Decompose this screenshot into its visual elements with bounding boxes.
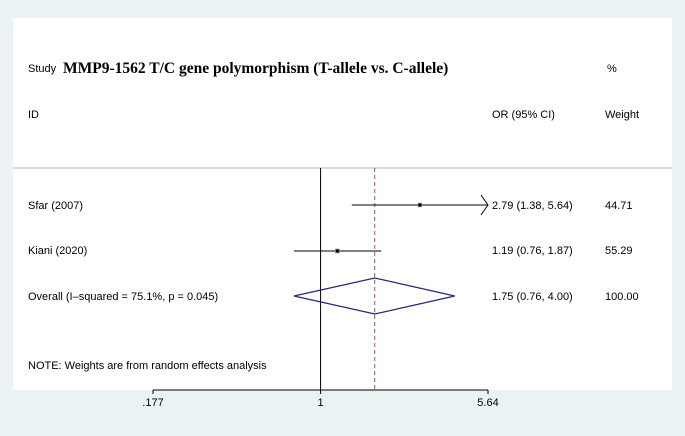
ci-arrow-0 xyxy=(480,194,489,216)
plot-panel xyxy=(13,18,672,390)
study-column-header: Study xyxy=(28,63,57,75)
overall-ci: 1.75 (0.76, 4.00) xyxy=(492,291,573,303)
id-column-header: ID xyxy=(28,109,39,121)
or-ci-header: OR (95% CI) xyxy=(492,109,555,121)
overall-weight: 100.00 xyxy=(605,291,639,303)
study-ci-sfar: 2.79 (1.38, 5.64) xyxy=(492,200,573,212)
study-label-sfar: Sfar (2007) xyxy=(28,200,84,212)
overall-diamond xyxy=(293,277,455,315)
x-tick-label-2: 5.64 xyxy=(477,397,499,409)
study-ci-kiani: 1.19 (0.76, 1.87) xyxy=(492,245,573,257)
x-tick-label-0: .177 xyxy=(142,397,164,409)
chart-title: MMP9-1562 T/C gene polymorphism (T-allel… xyxy=(63,60,449,77)
overall-label: Overall (I–squared = 75.1%, p = 0.045) xyxy=(28,291,219,303)
note-text: NOTE: Weights are from random effects an… xyxy=(28,360,267,372)
weight-header: Weight xyxy=(605,109,640,121)
study-weight-sfar: 44.71 xyxy=(605,200,633,212)
study-label-kiani: Kiani (2020) xyxy=(28,245,88,257)
x-tick-label-1: 1 xyxy=(317,397,324,409)
point-estimate-1 xyxy=(335,249,340,253)
percent-header: % xyxy=(607,63,617,75)
point-estimate-0 xyxy=(418,203,422,207)
study-weight-kiani: 55.29 xyxy=(605,245,633,257)
